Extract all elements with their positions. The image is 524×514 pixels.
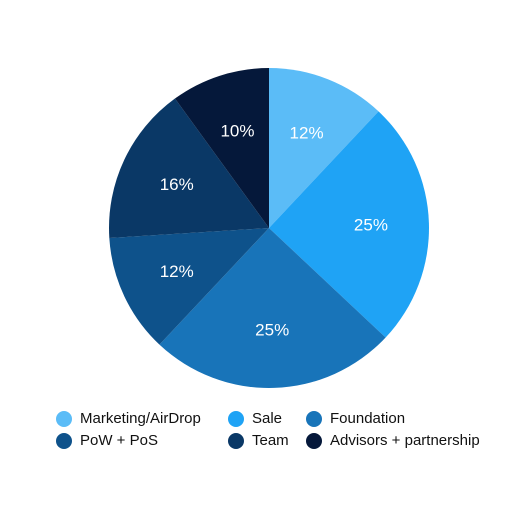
legend-item-sale: Sale — [228, 410, 306, 428]
legend-swatch — [228, 433, 244, 449]
pie-slice-foundation — [159, 228, 386, 388]
legend-label: Advisors + partnership — [330, 432, 480, 449]
legend-swatch — [56, 433, 72, 449]
pie-slice-label: 12% — [160, 262, 194, 281]
pie-slice-label: 25% — [255, 320, 289, 339]
legend-item-pow-pos: PoW + PoS — [56, 432, 228, 450]
legend-swatch — [228, 411, 244, 427]
pie-slice-label: 12% — [290, 124, 324, 143]
pie-slice-label: 16% — [160, 175, 194, 194]
pie-slice-label: 10% — [220, 121, 254, 140]
legend-label: Marketing/AirDrop — [80, 410, 201, 427]
legend-item-foundation: Foundation — [306, 410, 496, 428]
legend-swatch — [306, 433, 322, 449]
chart-legend: Marketing/AirDrop Sale Foundation PoW + … — [56, 410, 496, 450]
legend-item-advisors-partnership: Advisors + partnership — [306, 432, 496, 450]
pie-slice-advisors-partnership — [174, 68, 269, 228]
pie-slice-marketing-airdrop — [269, 68, 379, 228]
legend-item-marketing-airdrop: Marketing/AirDrop — [56, 410, 228, 428]
legend-label: Sale — [252, 410, 283, 427]
pie-slice-team — [109, 98, 269, 239]
legend-item-team: Team — [228, 432, 306, 450]
legend-label: Foundation — [330, 410, 406, 427]
legend-swatch — [56, 411, 72, 427]
pie-slice-pow-pos — [109, 228, 269, 345]
legend-swatch — [306, 411, 322, 427]
legend-label: Team — [252, 432, 289, 449]
pie-slice-label: 25% — [354, 215, 388, 234]
legend-label: PoW + PoS — [80, 432, 158, 449]
pie-slices — [109, 68, 429, 388]
pie-slice-labels: 12% 25% 25% 12% 16% 10% — [160, 121, 388, 339]
pie-slice-sale — [269, 111, 429, 338]
